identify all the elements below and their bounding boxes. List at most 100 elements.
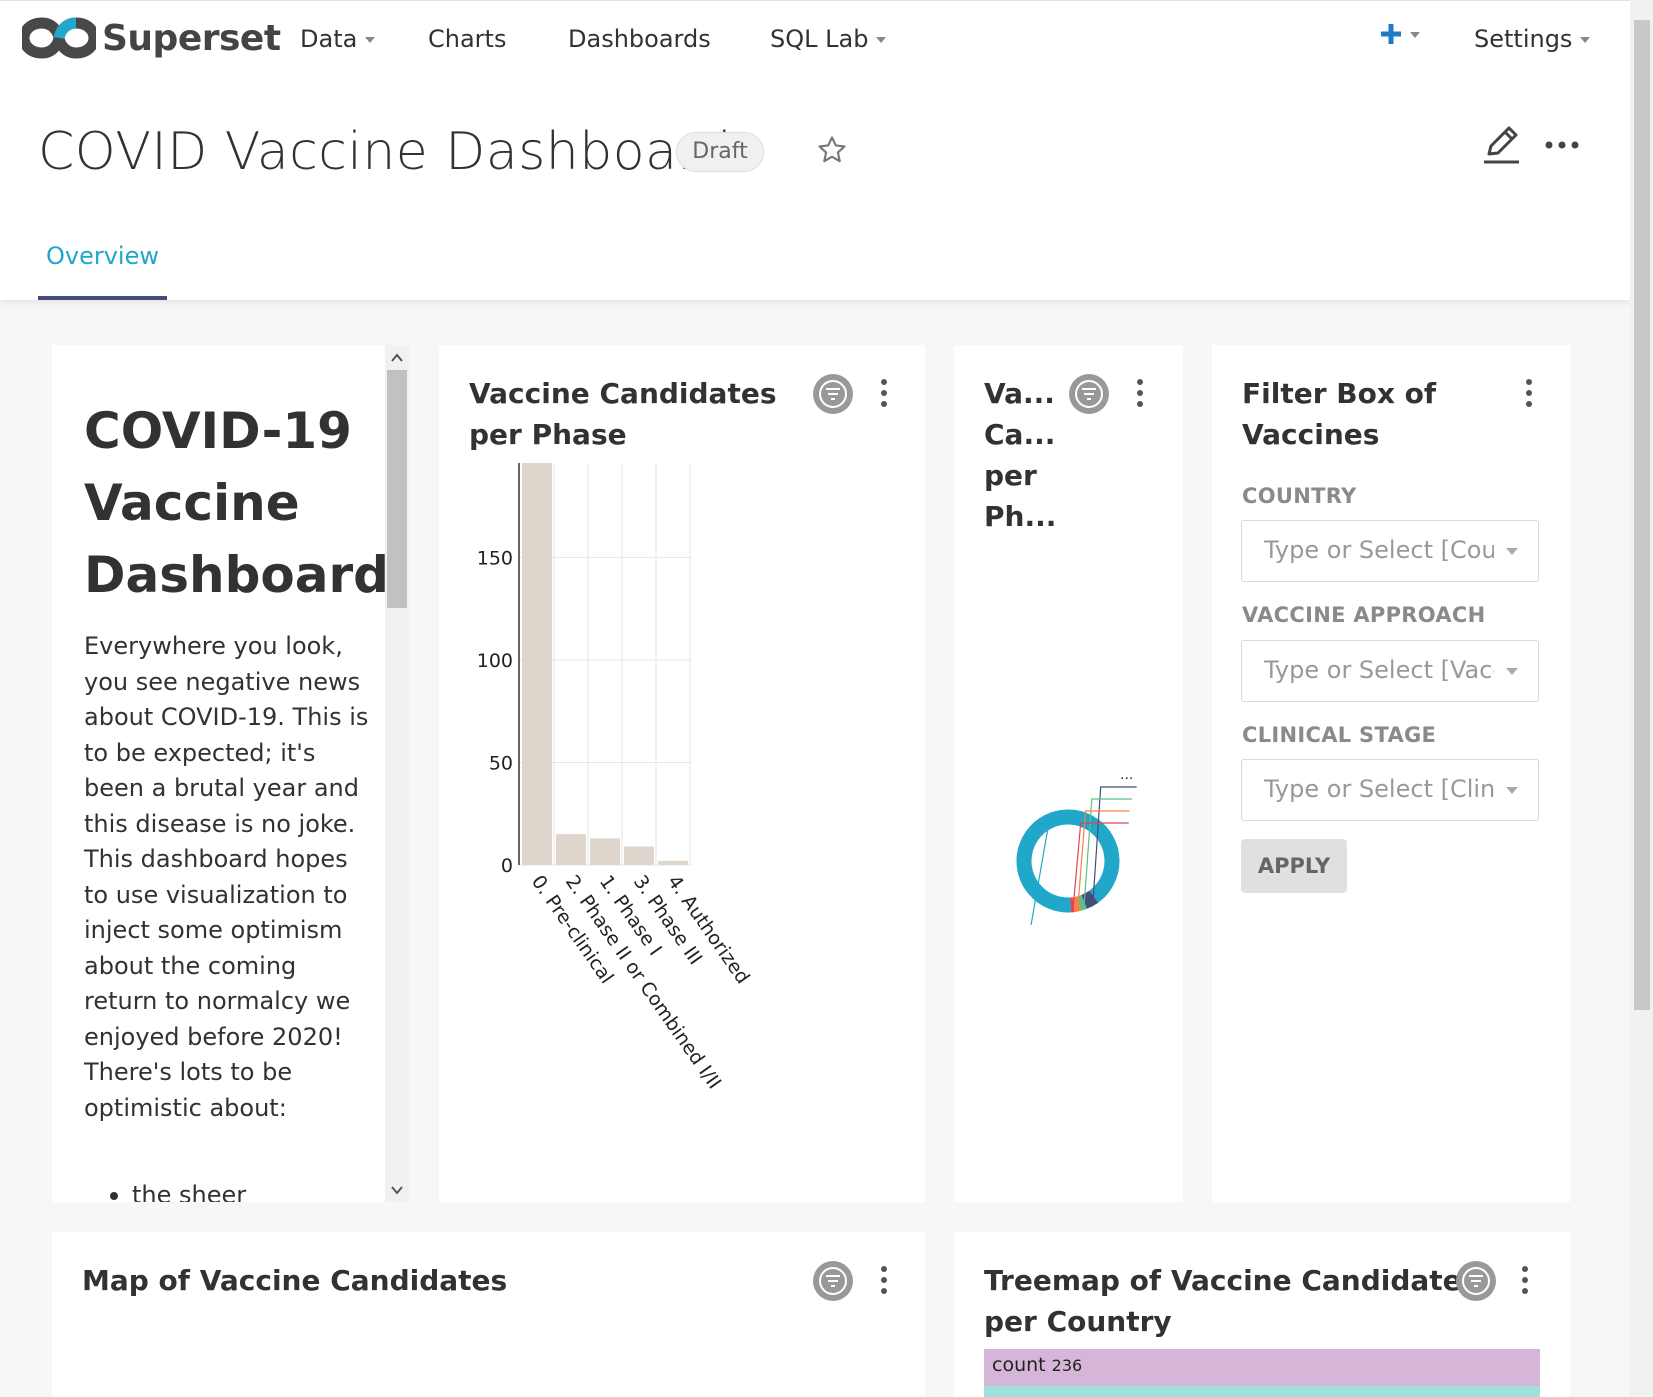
markdown-body: Everywhere you look, you see negative ne… — [84, 632, 369, 1122]
markdown-title-line: COVID-19 — [84, 402, 352, 460]
scroll-up-arrow-icon[interactable] — [391, 353, 403, 363]
chart-title-line: Va... — [984, 377, 1055, 410]
y-tick-label: 100 — [477, 650, 513, 672]
page-scroll-thumb[interactable] — [1634, 20, 1650, 1010]
nav-sql-lab[interactable]: SQL Lab — [770, 25, 887, 53]
markdown-title-line: Vaccine — [84, 474, 300, 532]
chevron-down-icon — [1506, 548, 1518, 555]
markdown-bullet-text: the sheer — [132, 1181, 247, 1202]
markdown-title: COVID-19 Vaccine Dashboard — [84, 395, 385, 611]
draft-badge[interactable]: Draft — [676, 132, 764, 172]
clinical-stage-select[interactable]: Type or Select [Clinical Stage] — [1241, 759, 1539, 821]
donut-label-line — [1083, 798, 1132, 911]
chevron-down-icon — [1410, 32, 1420, 38]
top-navbar: Superset Data Charts Dashboards SQL Lab … — [0, 0, 1630, 83]
treemap-root-name: count — [992, 1354, 1046, 1376]
treemap-root-label: count 236 — [992, 1354, 1082, 1376]
pie-chart-card: Va... Ca... per Ph... ... — [954, 345, 1183, 1202]
donut-slice — [1076, 894, 1087, 911]
chart-title-line: per — [984, 459, 1037, 492]
edit-pencil-icon[interactable] — [1481, 124, 1521, 166]
donut-label-line — [1092, 786, 1137, 907]
nav-data[interactable]: Data — [300, 25, 376, 53]
bar — [522, 463, 552, 865]
chevron-down-icon — [1580, 37, 1591, 43]
country-select[interactable]: Type or Select [Country] — [1241, 520, 1539, 582]
markdown-card: COVID-19 Vaccine Dashboard Everywhere yo… — [52, 345, 385, 1202]
donut-label-line — [1072, 822, 1129, 913]
filter-indicator-icon[interactable] — [1456, 1261, 1496, 1301]
nav-settings-label: Settings — [1474, 25, 1573, 53]
filter-lines-icon — [1075, 380, 1103, 408]
nav-sql-lab-label: SQL Lab — [770, 25, 869, 53]
chart-title: Vaccine Candidates per Phase — [469, 373, 777, 455]
nav-charts[interactable]: Charts — [428, 25, 507, 53]
chevron-down-icon — [1506, 787, 1518, 794]
tab-active-indicator — [38, 296, 167, 300]
map-card: Map of Vaccine Candidates — [52, 1232, 925, 1397]
bar-chart-card: Vaccine Candidates per Phase 0 50 100 150 0.… — [439, 345, 925, 1202]
star-icon[interactable] — [816, 134, 848, 166]
chart-title: Treemap of Vaccine Candidates per Countr… — [984, 1260, 1478, 1342]
new-item-button[interactable] — [1380, 23, 1420, 51]
treemap-root-node[interactable]: count 236 — [984, 1349, 1540, 1386]
chart-menu-icon[interactable] — [1136, 379, 1144, 412]
chevron-down-icon — [365, 37, 376, 43]
markdown-bullet: the sheer — [110, 1181, 247, 1202]
chart-title-line: per Country — [984, 1305, 1172, 1338]
donut-label-line — [1076, 810, 1130, 912]
bar — [658, 860, 688, 865]
treemap-root-value: 236 — [1051, 1356, 1083, 1375]
chart-menu-icon[interactable] — [880, 1266, 888, 1299]
filter-indicator-icon[interactable] — [813, 1261, 853, 1301]
chart-title-line: per Phase — [469, 418, 627, 451]
chevron-down-icon — [1506, 668, 1518, 675]
chart-menu-icon[interactable] — [880, 379, 888, 412]
scroll-down-arrow-icon[interactable] — [391, 1185, 403, 1195]
plus-icon — [1381, 24, 1401, 44]
nav-dashboards[interactable]: Dashboards — [568, 25, 711, 53]
donut-label-line — [1030, 812, 1052, 925]
chart-title-line: Vaccines — [1242, 418, 1380, 451]
chevron-down-icon — [876, 37, 887, 43]
filter-indicator-icon[interactable] — [1069, 374, 1109, 414]
app-name: Superset — [102, 17, 281, 59]
country-select-placeholder: Type or Select [Country] — [1264, 536, 1494, 564]
scroll-thumb[interactable] — [387, 370, 407, 608]
dashboard-title[interactable]: COVID Vaccine Dashboard — [38, 122, 732, 182]
filter-lines-icon — [819, 1267, 847, 1295]
vaccine-approach-select-placeholder: Type or Select [Vaccine Approach] — [1264, 656, 1494, 684]
chart-title: Filter Box of Vaccines — [1242, 373, 1436, 455]
chart-title-line: Vaccine Candidates — [469, 377, 777, 410]
superset-logo-icon — [22, 17, 96, 59]
chart-menu-icon[interactable] — [1525, 379, 1533, 412]
bar — [590, 838, 620, 865]
filter-lines-icon — [1462, 1267, 1490, 1295]
bullet-dot — [110, 1192, 118, 1200]
nav-settings[interactable]: Settings — [1474, 25, 1591, 53]
more-options-icon[interactable] — [1544, 140, 1580, 150]
chart-title-line: Filter Box of — [1242, 377, 1437, 410]
donut-slice — [1081, 890, 1099, 909]
country-filter-label: COUNTRY — [1242, 484, 1357, 508]
treemap-child-node[interactable] — [984, 1386, 1540, 1397]
vaccine-approach-select[interactable]: Type or Select [Vaccine Approach] — [1241, 640, 1539, 702]
chart-title: Map of Vaccine Candidates — [82, 1264, 508, 1297]
dashboard-header: COVID Vaccine Dashboard Draft — [0, 82, 1630, 217]
markdown-title-line: Dashboard — [84, 546, 385, 604]
bar — [556, 834, 586, 865]
apply-button[interactable]: APPLY — [1241, 839, 1347, 893]
clinical-stage-select-placeholder: Type or Select [Clinical Stage] — [1264, 775, 1494, 803]
chart-menu-icon[interactable] — [1521, 1266, 1529, 1299]
y-tick-label: 150 — [477, 547, 513, 569]
page-scrollbar[interactable] — [1630, 0, 1653, 1397]
clinical-stage-filter-label: CLINICAL STAGE — [1242, 723, 1437, 747]
chart-title-line: Ca... — [984, 418, 1056, 451]
filter-indicator-icon[interactable] — [813, 374, 853, 414]
tab-overview[interactable]: Overview — [46, 242, 159, 270]
dashboard-tabs: Overview — [0, 216, 1630, 300]
nav-data-label: Data — [300, 25, 358, 53]
superset-logo[interactable]: Superset — [22, 15, 281, 61]
markdown-scrollbar[interactable] — [385, 345, 409, 1202]
